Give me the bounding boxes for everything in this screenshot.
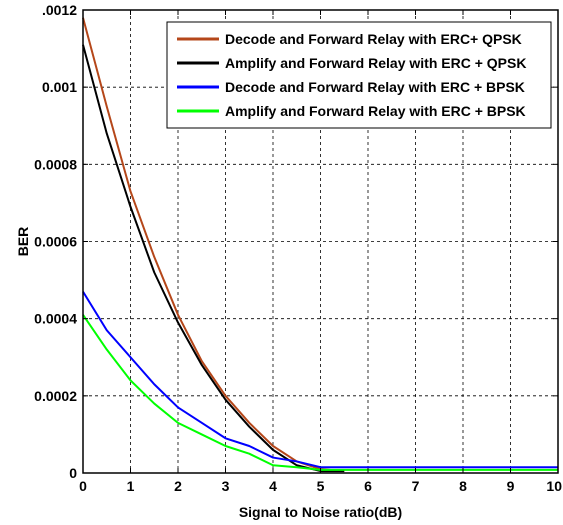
x-tick-label: 3 <box>222 478 230 494</box>
legend-label-3: Decode and Forward Relay with ERC + BPSK <box>225 79 525 95</box>
y-tick-label: 0.0006 <box>34 234 77 250</box>
series-line-4 <box>82 314 558 471</box>
tick-layer: 0 1 2 3 4 5 6 7 8 9 10 0 0.0002 0.0004 0.0006 0.0008 0.0… <box>34 2 562 494</box>
x-tick-label: 8 <box>459 478 467 494</box>
y-tick-label: 0 <box>69 465 77 481</box>
y-tick-label: .0012 <box>42 2 77 18</box>
legend-label-1: Decode and Forward Relay with ERC+ QPSK <box>225 31 522 47</box>
legend-label-2: Amplify and Forward Relay with ERC + QPS… <box>225 55 526 71</box>
series-layer <box>82 17 558 473</box>
x-tick-label: 7 <box>412 478 420 494</box>
x-tick-label: 4 <box>269 478 277 494</box>
legend-box <box>166 21 552 129</box>
legend-label-4: Amplify and Forward Relay with ERC + BPS… <box>225 103 526 119</box>
y-tick-label: 0.0008 <box>34 156 77 172</box>
x-tick-label: 6 <box>364 478 372 494</box>
x-tick-label: 0 <box>79 478 87 494</box>
x-tick-label: 9 <box>507 478 515 494</box>
y-tick-label: 0.001 <box>42 79 77 95</box>
series-line-2 <box>82 44 345 473</box>
y-tick-label: 0.0004 <box>34 311 77 327</box>
y-axis-title: BER <box>15 227 31 257</box>
x-tick-label: 5 <box>317 478 325 494</box>
x-tick-label: 1 <box>127 478 135 494</box>
x-axis-title: Signal to Noise ratio(dB) <box>239 504 402 520</box>
x-tick-label: 2 <box>174 478 182 494</box>
y-tick-label: 0.0002 <box>34 388 77 404</box>
legend: Decode and Forward Relay with ERC+ QPSK A… <box>166 21 552 129</box>
series-line-3 <box>82 291 558 469</box>
x-tick-label: 10 <box>546 478 562 494</box>
